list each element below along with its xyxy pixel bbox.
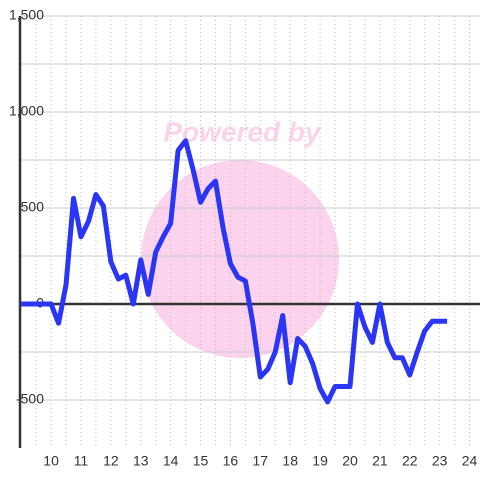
y-tick-label: 1,000 [9,103,44,119]
x-tick-label: 24 [462,453,478,469]
data-line [21,138,448,405]
watermark-text: Powered by [163,116,322,147]
y-tick-label: -500 [16,391,44,407]
y-tick-label: 1,500 [9,7,44,23]
x-tick-label: 11 [74,453,89,469]
x-tick-label: 15 [193,453,209,469]
x-tick-label: 14 [163,453,179,469]
x-tick-label: 12 [103,453,119,469]
x-tick-label: 21 [372,453,388,469]
x-tick-label: 23 [432,453,448,469]
x-tick-label: 10 [43,453,59,469]
x-tick-label: 18 [282,453,298,469]
watermark-logo [141,160,339,358]
y-tick-label: 500 [21,199,45,215]
x-tick-label: 19 [312,453,328,469]
x-tick-label: 17 [253,453,269,469]
x-tick-label: 22 [402,453,418,469]
x-tick-label: 13 [133,453,149,469]
x-tick-label: 16 [223,453,239,469]
x-tick-label: 20 [342,453,358,469]
